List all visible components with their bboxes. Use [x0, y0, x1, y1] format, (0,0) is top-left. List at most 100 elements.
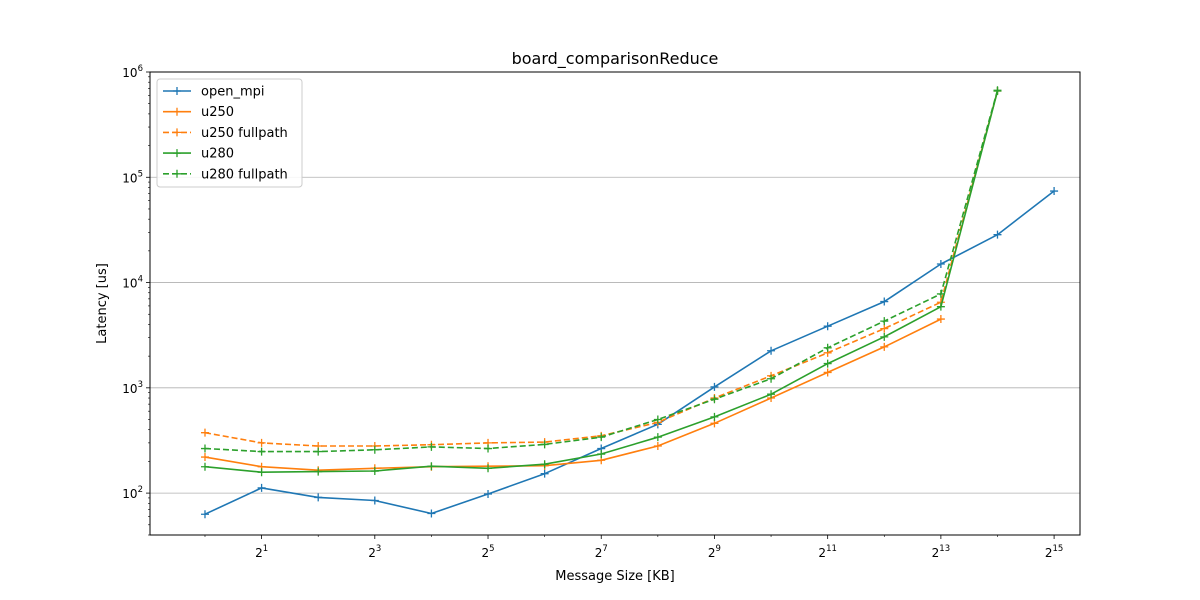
y-tick-base: 10 [122, 382, 137, 396]
data-point [880, 317, 889, 326]
data-point [710, 412, 719, 421]
data-point [767, 390, 776, 399]
legend-label: u250 fullpath [201, 126, 288, 141]
legend-item: open_mpi [163, 85, 264, 100]
data-point [597, 433, 606, 442]
data-point [710, 395, 719, 404]
x-tick-base: 2 [255, 546, 263, 560]
data-point [993, 86, 1002, 95]
series-line [204, 190, 1055, 515]
data-point [314, 493, 323, 502]
data-point [653, 442, 662, 451]
data-point [936, 289, 945, 298]
data-point [1050, 187, 1059, 196]
x-tick-label: 215 [1045, 544, 1063, 560]
data-point [767, 374, 776, 383]
legend: open_mpi u250 u250 fullpath u280 u280 fullpa… [156, 78, 303, 188]
legend-marker [173, 149, 181, 158]
data-point [257, 468, 266, 477]
y-tick-base: 10 [122, 171, 137, 185]
data-point [484, 490, 493, 499]
x-tick-label: 211 [818, 544, 836, 560]
series-line [204, 318, 942, 472]
x-tick-exponent: 9 [716, 544, 721, 554]
series-open_mpi [200, 187, 1059, 519]
legend-label: u280 [201, 147, 234, 162]
y-tick-exponent: 5 [138, 169, 143, 179]
x-tick-exponent: 15 [1053, 544, 1064, 554]
x-tick-exponent: 5 [489, 544, 494, 554]
data-point [880, 342, 889, 351]
data-point [427, 462, 436, 471]
chart-title: board_comparisonReduce [512, 49, 719, 69]
data-point [936, 302, 945, 311]
data-point [200, 444, 209, 453]
x-tick-base: 2 [818, 546, 826, 560]
y-tick-exponent: 6 [138, 64, 143, 74]
data-point [257, 447, 266, 456]
y-tick-label: 106 [122, 64, 143, 80]
data-point [314, 447, 323, 456]
data-point [880, 324, 889, 333]
legend-label: u280 fullpath [201, 167, 288, 182]
series-layer [200, 86, 1059, 519]
data-point [710, 382, 719, 391]
data-point [427, 509, 436, 518]
data-point [257, 483, 266, 492]
x-tick-base: 2 [708, 546, 716, 560]
data-point [540, 440, 549, 449]
data-point [936, 260, 945, 269]
data-point [936, 315, 945, 324]
y-tick-exponent: 4 [138, 275, 143, 285]
data-point [880, 332, 889, 341]
data-point [200, 510, 209, 519]
y-tick-label: 104 [122, 275, 143, 291]
data-point [823, 368, 832, 377]
legend-item: u280 fullpath [163, 167, 288, 182]
legend-item: u250 [163, 105, 234, 120]
data-point [540, 460, 549, 469]
data-point [823, 343, 832, 352]
data-point [484, 444, 493, 453]
y-tick-base: 10 [122, 487, 137, 501]
legend-marker [173, 128, 181, 137]
y-tick-label: 103 [122, 380, 143, 396]
x-tick-exponent: 11 [826, 544, 837, 554]
data-point [200, 428, 209, 437]
x-tick-label: 213 [932, 544, 950, 560]
data-point [540, 469, 549, 478]
x-tick-exponent: 3 [376, 544, 381, 554]
y-axis-label: Latency [us] [95, 263, 110, 344]
y-tick-label: 105 [122, 169, 143, 185]
series-u280-fullpath [200, 86, 1002, 456]
legend-item: u250 fullpath [163, 126, 288, 141]
legend-marker [173, 87, 181, 95]
x-axis: 21 23 25 27 29 211 213 215 [204, 535, 1063, 560]
data-point [993, 230, 1002, 239]
grid-layer [150, 71, 1080, 494]
data-point [257, 438, 266, 447]
x-tick-base: 2 [368, 546, 376, 560]
data-point [653, 415, 662, 424]
plot-frame [149, 71, 1081, 536]
data-point [484, 464, 493, 473]
legend-label: open_mpi [201, 85, 264, 100]
y-tick-exponent: 3 [138, 380, 143, 390]
legend-item: u280 [163, 147, 234, 162]
legend-label: u250 [201, 105, 234, 120]
x-tick-base: 2 [1045, 546, 1053, 560]
data-point [370, 496, 379, 505]
x-tick-exponent: 13 [939, 544, 950, 554]
y-tick-exponent: 2 [138, 485, 143, 495]
x-tick-label: 29 [708, 544, 721, 560]
data-point [200, 453, 209, 462]
y-tick-base: 10 [122, 66, 137, 80]
legend-marker [173, 107, 181, 116]
data-point [427, 442, 436, 451]
data-point [880, 297, 889, 306]
x-tick-label: 21 [255, 544, 268, 560]
x-tick-label: 27 [595, 544, 608, 560]
legend-box [156, 78, 303, 188]
